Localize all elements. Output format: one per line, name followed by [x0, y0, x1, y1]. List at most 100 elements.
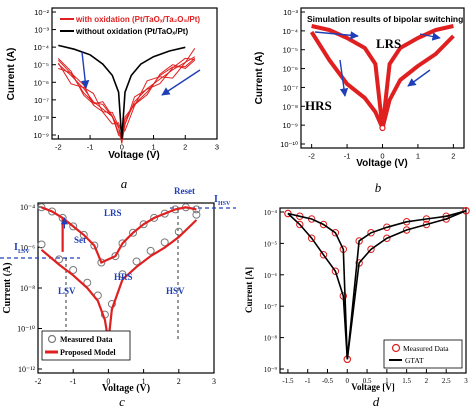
panel-d-ytick-label: 10⁻⁶ — [264, 272, 278, 280]
panel-d-ytick-label: 10⁻⁹ — [264, 366, 278, 374]
panel-d-gtat-lower — [287, 210, 467, 360]
panel-d-xlabel: Voltage [V] — [351, 382, 394, 392]
panel-c-measured-point — [160, 209, 169, 218]
panel-c-ytick-label: 10⁻⁶ — [20, 244, 35, 253]
panel-c-ihsv-sub: HSV — [218, 201, 231, 207]
panel-d-ytick-label: 10⁻⁸ — [264, 335, 278, 343]
panel-c-measured-point — [48, 207, 57, 216]
panel-c-ylabel: Current (A) — [2, 262, 13, 313]
panel-d-measured-point — [367, 245, 375, 253]
panel-b-ytick-label: 10⁻⁵ — [283, 46, 298, 55]
panel-d-measured-point — [367, 229, 375, 237]
panel-c-marks — [37, 203, 201, 342]
panel-d-xtick-label: 0.5 — [363, 377, 372, 385]
panel-b-arrow-top-right — [419, 32, 441, 41]
panel-c-measured-point — [97, 258, 106, 267]
panel-c-ilsv-sub: LSV — [18, 249, 30, 255]
panel-c-measured-point — [132, 257, 141, 266]
panel-b-caption: b — [375, 180, 382, 195]
panel-c-measured-point — [111, 252, 120, 261]
panel-a-marks — [57, 44, 196, 144]
panel-a-arrow-right — [161, 69, 201, 96]
panel-c-measured-point — [160, 238, 169, 247]
panel-a-yticks: 10⁻² 10⁻³ 10⁻⁴ 10⁻⁵ 10⁻⁶ 10⁻⁷ 10⁻⁸ 10⁻⁹ — [33, 8, 56, 140]
panel-a: Current (A) Voltage (V) 10⁻² 10⁻³ 10⁻⁴ 10⁻⁵… — [6, 7, 219, 191]
panel-c-legend-box — [41, 330, 131, 361]
panel-c-legend-model: Proposed Model — [60, 348, 116, 357]
panel-d-measured-point — [319, 251, 328, 259]
panel-b-xticks: -2 -1 0 1 2 — [308, 144, 455, 161]
panel-d-ytick-label: 10⁻⁷ — [264, 303, 278, 311]
panel-c-measured-point — [69, 265, 78, 274]
panel-c-reset-label: Reset — [174, 186, 195, 196]
panel-d-measured-point — [296, 220, 304, 229]
panel-c-measured-point — [83, 278, 92, 287]
panel-b-xtick-label: -2 — [308, 152, 315, 161]
panel-c-measured-point — [150, 213, 159, 222]
panel-c-xticks: -2 -1 0 1 2 3 — [35, 369, 216, 386]
panel-d-measured-point — [402, 226, 411, 234]
panel-c-measured-point — [174, 227, 183, 236]
panel-d-xtick-label: 1.5 — [402, 377, 411, 385]
panel-a-xtick-label: 1 — [151, 143, 155, 152]
panel-d-caption: d — [373, 394, 380, 409]
panel-c-xtick-label: 2 — [177, 377, 181, 386]
panel-c-legend-circle — [47, 334, 57, 344]
panel-b: Current (A) Voltage (V) Simulation resul… — [254, 7, 465, 195]
panel-c-xtick-label: 3 — [212, 377, 216, 386]
panel-d-xtick-label: 0 — [346, 377, 350, 385]
panel-d-measured-point — [331, 267, 340, 275]
panel-c-measured-point — [55, 255, 64, 264]
panel-c-model-hrs — [40, 219, 198, 342]
panel-a-legend-black-label: without oxidation (Pt/TaOₓ/Pt) — [75, 27, 188, 36]
panel-c-measured-point — [69, 222, 78, 231]
panel-d-ylabel: Current [A] — [244, 267, 254, 313]
panel-b-title: Simulation results of bipolar switching — [307, 14, 463, 24]
panel-a-ytick-label: 10⁻⁶ — [34, 78, 49, 87]
panel-b-xtick-label: -1 — [344, 152, 351, 161]
panel-c-set-label: Set — [74, 235, 86, 245]
panel-d-yticks: 10⁻⁴ 10⁻⁵ 10⁻⁶ 10⁻⁷ 10⁻⁸ 10⁻⁹ — [264, 209, 284, 374]
panel-b-xtick-label: 1 — [416, 152, 420, 161]
panel-d-measured-point — [383, 234, 391, 242]
panel-c-ytick-label: 10⁻¹⁰ — [17, 325, 35, 334]
panel-c-xtick-label: -1 — [70, 377, 77, 386]
panel-c-ytick-label: 10⁻¹² — [18, 365, 36, 374]
panel-a-caption: a — [121, 176, 128, 191]
panel-c-measured-point — [118, 270, 127, 279]
panel-c-measured-point — [37, 203, 46, 212]
panel-a-ytick-label: 10⁻² — [34, 8, 49, 17]
panel-d-xticks: -1.5 -1 -0.5 0 0.5 1 1.5 2 2.5 3 — [282, 369, 468, 385]
panel-d-measured-point — [307, 234, 316, 242]
panel-a-series-with-oxidation — [58, 57, 195, 144]
panel-d-xtick-label: -1.5 — [282, 377, 294, 385]
panel-c-measured-point — [90, 241, 99, 250]
panel-b-ytick-label: 10⁻³ — [283, 8, 298, 17]
panel-b-ytick-label: 10⁻¹⁰ — [280, 140, 298, 149]
panel-a-ylabel: Current (A) — [6, 48, 17, 101]
panel-b-ytick-label: 10⁻⁸ — [283, 102, 298, 111]
panel-d-legend-circle — [391, 343, 401, 353]
panel-d-frame — [279, 207, 467, 374]
panel-d-measured-point — [422, 220, 431, 229]
panel-b-yticks: 10⁻³ 10⁻⁴ 10⁻⁵ 10⁻⁶ 10⁻⁷ 10⁻⁸ 10⁻⁹ 10⁻¹⁰ — [280, 8, 305, 149]
panel-a-xtick-label: 0 — [120, 143, 124, 152]
panel-b-arrow-left-down — [339, 59, 349, 97]
panel-c-measured-point — [118, 239, 127, 248]
panel-b-ytick-label: 10⁻⁴ — [282, 27, 298, 36]
panel-d-legend-measured: Measured Data — [403, 344, 449, 353]
panel-a-arrow-left — [80, 51, 90, 89]
panel-d-measured-point — [462, 207, 470, 215]
panel-c-ihsv-label: I — [214, 194, 218, 205]
panel-a-xtick-label: -2 — [55, 143, 62, 152]
panel-c-xlabel: Voltage (V) — [102, 383, 150, 394]
panel-b-ytick-label: 10⁻⁷ — [283, 83, 298, 92]
panel-a-xtick-label: 2 — [183, 143, 187, 152]
panel-c-measured-point — [129, 228, 138, 237]
panel-d-measured-point — [319, 220, 328, 229]
panel-c-measured-point — [79, 230, 88, 239]
panel-c-caption: c — [119, 394, 125, 409]
panel-a-ytick-label: 10⁻⁹ — [33, 131, 49, 140]
panel-d-ytick-label: 10⁻⁵ — [264, 240, 278, 248]
panel-a-ytick-label: 10⁻⁴ — [33, 43, 49, 52]
